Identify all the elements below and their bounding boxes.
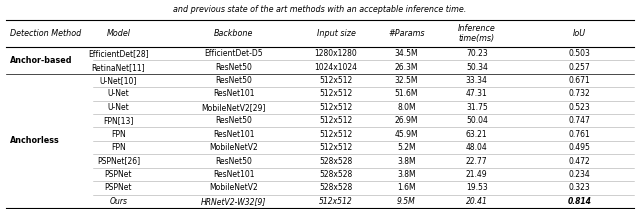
Text: 31.75: 31.75 [466, 103, 488, 112]
Text: 512x512: 512x512 [319, 197, 353, 206]
Text: and previous state of the art methods with an acceptable inference time.: and previous state of the art methods wi… [173, 5, 467, 14]
Text: Inference
time(ms): Inference time(ms) [458, 24, 495, 43]
Text: 1024x1024: 1024x1024 [314, 63, 358, 72]
Text: ResNet50: ResNet50 [215, 116, 252, 125]
Text: 8.0M: 8.0M [397, 103, 416, 112]
Text: FPN[13]: FPN[13] [103, 116, 134, 125]
Text: 528x528: 528x528 [319, 170, 353, 179]
Text: Anchor-based: Anchor-based [10, 56, 72, 65]
Text: 22.77: 22.77 [466, 157, 488, 166]
Text: EfficientDet-D5: EfficientDet-D5 [204, 49, 263, 58]
Text: Backbone: Backbone [214, 29, 253, 38]
Text: 0.472: 0.472 [568, 157, 590, 166]
Text: U-Net[10]: U-Net[10] [100, 76, 137, 85]
Text: 0.747: 0.747 [568, 116, 590, 125]
Text: 19.53: 19.53 [466, 183, 488, 192]
Text: 48.04: 48.04 [466, 143, 488, 152]
Text: HRNetV2-W32[9]: HRNetV2-W32[9] [201, 197, 266, 206]
Text: IoU: IoU [573, 29, 586, 38]
Text: 50.34: 50.34 [466, 63, 488, 72]
Text: PSPNet: PSPNet [105, 170, 132, 179]
Text: 0.761: 0.761 [568, 130, 590, 139]
Text: ResNet101: ResNet101 [213, 89, 254, 98]
Text: 45.9M: 45.9M [395, 130, 418, 139]
Text: 33.34: 33.34 [466, 76, 488, 85]
Text: Ours: Ours [109, 197, 127, 206]
Text: 528x528: 528x528 [319, 183, 353, 192]
Text: ResNet50: ResNet50 [215, 157, 252, 166]
Text: EfficientDet[28]: EfficientDet[28] [88, 49, 148, 58]
Text: ResNet50: ResNet50 [215, 63, 252, 72]
Text: MobileNetV2[29]: MobileNetV2[29] [202, 103, 266, 112]
Text: 20.41: 20.41 [466, 197, 488, 206]
Text: 51.6M: 51.6M [395, 89, 418, 98]
Text: 47.31: 47.31 [466, 89, 488, 98]
Text: 63.21: 63.21 [466, 130, 488, 139]
Text: 512x512: 512x512 [319, 130, 353, 139]
Text: 0.234: 0.234 [568, 170, 590, 179]
Text: 3.8M: 3.8M [397, 157, 416, 166]
Text: MobileNetV2: MobileNetV2 [209, 143, 258, 152]
Text: 1.6M: 1.6M [397, 183, 416, 192]
Text: 0.523: 0.523 [568, 103, 590, 112]
Text: 3.8M: 3.8M [397, 170, 416, 179]
Text: ResNet101: ResNet101 [213, 170, 254, 179]
Text: 0.323: 0.323 [568, 183, 590, 192]
Text: 26.9M: 26.9M [395, 116, 418, 125]
Text: U-Net: U-Net [108, 103, 129, 112]
Text: Model: Model [106, 29, 131, 38]
Text: 0.671: 0.671 [568, 76, 590, 85]
Text: 26.3M: 26.3M [395, 63, 418, 72]
Text: ResNet50: ResNet50 [215, 76, 252, 85]
Text: PSPNet: PSPNet [105, 183, 132, 192]
Text: 34.5M: 34.5M [395, 49, 418, 58]
Text: 9.5M: 9.5M [397, 197, 416, 206]
Text: 0.257: 0.257 [568, 63, 590, 72]
Text: 0.814: 0.814 [567, 197, 591, 206]
Text: Anchorless: Anchorless [10, 136, 60, 145]
Text: 5.2M: 5.2M [397, 143, 416, 152]
Text: Input size: Input size [317, 29, 355, 38]
Text: 1280x1280: 1280x1280 [315, 49, 357, 58]
Text: 512x512: 512x512 [319, 103, 353, 112]
Text: FPN: FPN [111, 143, 126, 152]
Text: 512x512: 512x512 [319, 143, 353, 152]
Text: ResNet101: ResNet101 [213, 130, 254, 139]
Text: 32.5M: 32.5M [395, 76, 418, 85]
Text: Detection Method: Detection Method [10, 29, 81, 38]
Text: 0.495: 0.495 [568, 143, 590, 152]
Text: FPN: FPN [111, 130, 126, 139]
Text: 21.49: 21.49 [466, 170, 488, 179]
Text: 70.23: 70.23 [466, 49, 488, 58]
Text: 528x528: 528x528 [319, 157, 353, 166]
Text: PSPNet[26]: PSPNet[26] [97, 157, 140, 166]
Text: RetinaNet[11]: RetinaNet[11] [92, 63, 145, 72]
Text: 0.503: 0.503 [568, 49, 590, 58]
Text: 512x512: 512x512 [319, 76, 353, 85]
Text: 50.04: 50.04 [466, 116, 488, 125]
Text: 0.732: 0.732 [568, 89, 590, 98]
Text: 512x512: 512x512 [319, 116, 353, 125]
Text: MobileNetV2: MobileNetV2 [209, 183, 258, 192]
Text: U-Net: U-Net [108, 89, 129, 98]
Text: #Params: #Params [388, 29, 425, 38]
Text: 512x512: 512x512 [319, 89, 353, 98]
